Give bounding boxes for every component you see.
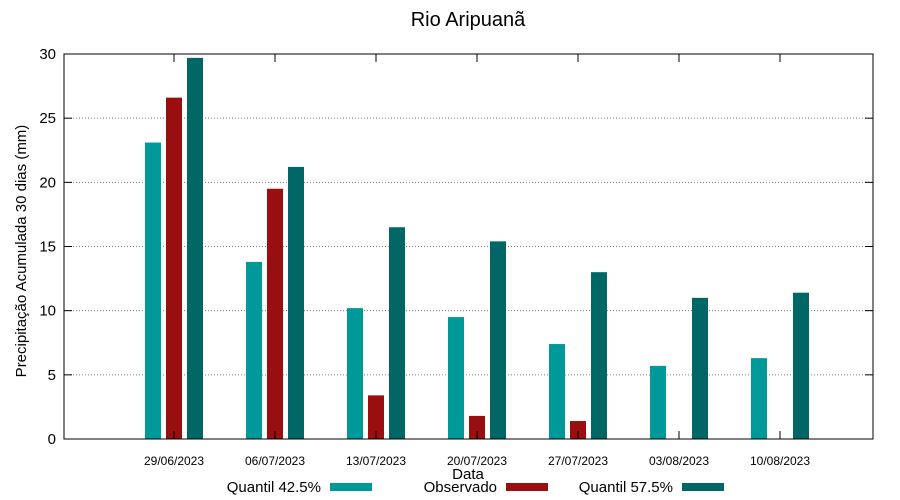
legend-label: Observado: [424, 479, 497, 496]
y-tick-label: 5: [48, 367, 56, 384]
bar: [751, 358, 767, 439]
bar: [288, 166, 304, 439]
legend-swatch: [506, 483, 548, 491]
bar: [490, 241, 506, 439]
bar: [145, 142, 161, 440]
bar: [793, 292, 809, 439]
grid-layer: [64, 117, 873, 376]
y-tick-label: 25: [39, 110, 56, 127]
y-tick-label: 20: [39, 174, 56, 191]
bar: [570, 421, 586, 439]
x-axis: 29/06/2023 06/07/2023 13/07/2023 20/07/2023…: [144, 54, 810, 468]
bar: [267, 188, 283, 439]
x-tick-label: 06/07/2023: [245, 454, 305, 468]
bar: [650, 365, 666, 439]
bar: [469, 415, 485, 439]
y-tick-label: 15: [39, 239, 56, 256]
y-tick-label: 10: [39, 303, 56, 320]
x-tick-label: 29/06/2023: [144, 454, 204, 468]
bar: [389, 227, 405, 439]
bar: [166, 97, 182, 439]
bar: [368, 395, 384, 439]
x-tick-label: 20/07/2023: [447, 454, 507, 468]
bar: [448, 317, 464, 439]
y-axis: 0 5 10 15 20 25 30: [39, 46, 873, 448]
bar: [246, 261, 262, 439]
x-axis-label: Data: [452, 466, 484, 483]
chart-title: Rio Aripuanã: [411, 9, 526, 31]
bars-layer: [145, 57, 809, 440]
y-axis-label: Precipitação Acumulada 30 dias (mm): [13, 125, 30, 378]
legend-swatch: [330, 483, 372, 491]
x-tick-label: 10/08/2023: [750, 454, 810, 468]
bar: [591, 272, 607, 439]
bar: [187, 57, 203, 439]
y-tick-label: 0: [48, 431, 56, 448]
legend-label: Quantil 42.5%: [227, 479, 321, 496]
x-tick-label: 03/08/2023: [649, 454, 709, 468]
x-tick-label: 13/07/2023: [346, 454, 406, 468]
bar: [549, 344, 565, 439]
x-tick-label: 27/07/2023: [548, 454, 608, 468]
bar: [347, 308, 363, 439]
y-tick-label: 30: [39, 46, 56, 63]
legend-label: Quantil 57.5%: [579, 479, 673, 496]
legend-swatch: [682, 483, 724, 491]
bar: [692, 297, 708, 439]
legend: Quantil 42.5% Observado Quantil 57.5%: [227, 479, 724, 496]
